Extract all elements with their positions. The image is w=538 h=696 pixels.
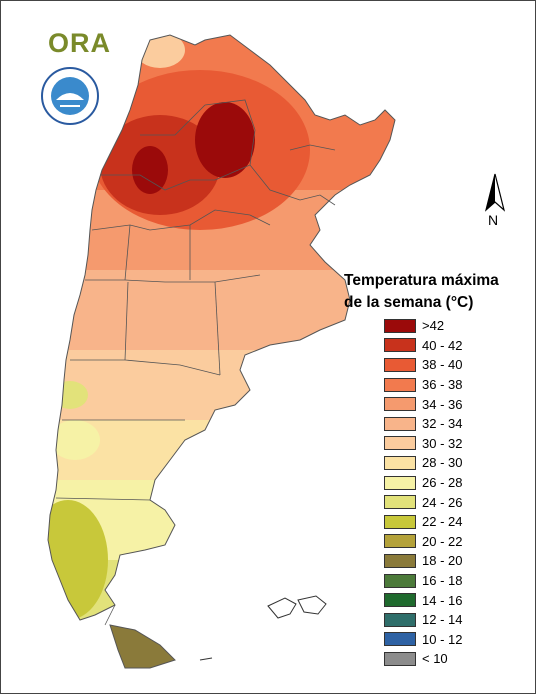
legend-label: 12 - 14 (422, 612, 463, 628)
legend-label: 26 - 28 (422, 475, 463, 491)
legend-item: 18 - 20 (384, 551, 462, 571)
legend-label: 10 - 12 (422, 631, 463, 647)
legend-item: 30 - 32 (384, 434, 462, 454)
north-label: N (488, 212, 499, 228)
legend-item: 16 - 18 (384, 571, 462, 591)
legend-swatch (384, 632, 416, 647)
legend-item: 22 - 24 (384, 512, 462, 532)
legend-item: 12 - 14 (384, 610, 462, 630)
legend-item: 38 - 40 (384, 355, 462, 375)
ora-logo: ORA (48, 28, 111, 58)
legend-swatch (384, 318, 416, 333)
legend-swatch (384, 514, 416, 529)
legend-label: 40 - 42 (422, 337, 463, 353)
legend-swatch (384, 495, 416, 510)
legend-item: 26 - 28 (384, 473, 462, 493)
legend-item: 28 - 30 (384, 453, 462, 473)
legend-item: < 10 (384, 649, 462, 669)
legend-item: 20 - 22 (384, 532, 462, 552)
legend-label: 16 - 18 (422, 573, 463, 589)
legend-item: >42 (384, 316, 462, 336)
legend-title-line2: de la semana (°C) (344, 294, 474, 311)
legend-swatch (384, 651, 416, 666)
legend-swatch (384, 475, 416, 490)
legend-swatch (384, 573, 416, 588)
legend-label: 24 - 26 (422, 494, 463, 510)
legend-swatch (384, 455, 416, 470)
legend-swatch (384, 416, 416, 431)
legend-swatch (384, 612, 416, 627)
legend: >42 40 - 42 38 - 40 36 - 38 34 - 36 32 - 34 30… (384, 316, 462, 669)
legend-label: 34 - 36 (422, 396, 463, 412)
legend-label: 22 - 24 (422, 514, 463, 530)
legend-swatch (384, 397, 416, 412)
legend-label: 18 - 20 (422, 553, 463, 569)
legend-swatch (384, 553, 416, 568)
malvinas-islands (267, 595, 327, 619)
province-boundaries (55, 99, 336, 626)
legend-item: 10 - 12 (384, 630, 462, 650)
legend-label: 30 - 32 (422, 435, 463, 451)
legend-title-line1: Temperatura máxima (344, 272, 499, 289)
legend-label: 20 - 22 (422, 533, 463, 549)
legend-item: 24 - 26 (384, 492, 462, 512)
legend-label: 32 - 34 (422, 416, 463, 432)
legend-label: >42 (422, 318, 445, 334)
smn-argentina-seal-icon (41, 67, 99, 125)
legend-swatch (384, 593, 416, 608)
legend-swatch (384, 377, 416, 392)
legend-title: Temperatura máxima de la semana (°C) (344, 270, 534, 314)
legend-label: 36 - 38 (422, 377, 463, 393)
legend-item: 36 - 38 (384, 375, 462, 395)
small-island (199, 657, 213, 661)
legend-label: 14 - 16 (422, 592, 463, 608)
tierra-del-fuego (109, 624, 176, 669)
legend-swatch (384, 338, 416, 353)
legend-item: 32 - 34 (384, 414, 462, 434)
north-arrow-icon (484, 173, 506, 212)
legend-swatch (384, 534, 416, 549)
legend-label: 28 - 30 (422, 455, 463, 471)
country-outline (47, 34, 396, 621)
legend-label: < 10 (422, 651, 448, 667)
legend-item: 40 - 42 (384, 336, 462, 356)
legend-swatch (384, 436, 416, 451)
legend-swatch (384, 357, 416, 372)
legend-item: 14 - 16 (384, 590, 462, 610)
legend-label: 38 - 40 (422, 357, 463, 373)
legend-item: 34 - 36 (384, 394, 462, 414)
